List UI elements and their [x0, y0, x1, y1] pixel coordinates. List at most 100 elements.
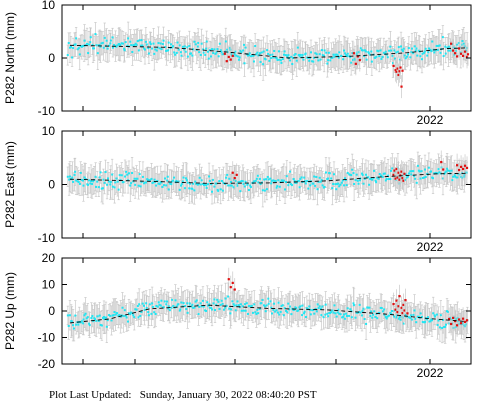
data-point: [68, 314, 71, 317]
data-point: [80, 45, 83, 48]
data-point: [157, 301, 160, 304]
data-point: [283, 50, 286, 53]
data-point: [171, 298, 174, 301]
data-point: [280, 179, 283, 182]
data-point: [186, 311, 189, 314]
data-point: [444, 45, 447, 48]
data-point: [159, 42, 162, 45]
data-point: [182, 176, 185, 179]
outlier-point: [229, 286, 232, 289]
data-point: [352, 172, 355, 175]
data-point: [126, 320, 129, 323]
data-point: [410, 318, 413, 321]
data-point: [253, 180, 256, 183]
data-point: [390, 310, 393, 313]
data-point: [208, 179, 211, 182]
data-point: [213, 298, 216, 301]
data-point: [393, 49, 396, 52]
data-point: [319, 180, 322, 183]
data-point: [405, 173, 408, 176]
outlier-point: [233, 288, 236, 291]
data-point: [323, 49, 326, 52]
data-point: [353, 182, 356, 185]
data-point: [388, 49, 391, 52]
data-point: [216, 188, 219, 191]
data-point: [361, 173, 364, 176]
data-point: [76, 48, 79, 51]
data-layer: [66, 267, 469, 344]
data-point: [249, 305, 252, 308]
data-point: [460, 43, 463, 46]
data-point: [108, 44, 111, 47]
data-point: [402, 50, 405, 53]
data-point: [167, 305, 170, 308]
data-point: [339, 313, 342, 316]
data-point: [370, 177, 373, 180]
data-point: [335, 53, 338, 56]
error-bars: [66, 151, 469, 208]
data-point: [224, 297, 227, 300]
data-point: [309, 313, 312, 316]
data-point: [388, 177, 391, 180]
data-point: [137, 184, 140, 187]
data-point: [123, 47, 126, 50]
data-point: [231, 300, 234, 303]
footer-label: Plot Last Updated:: [49, 389, 132, 401]
data-point: [344, 52, 347, 55]
data-point: [414, 177, 417, 180]
data-point: [237, 304, 240, 307]
data-point: [351, 168, 354, 171]
data-point: [328, 172, 331, 175]
data-point: [456, 317, 459, 320]
outlier-point: [398, 295, 401, 298]
data-point: [99, 45, 102, 48]
data-point: [105, 325, 108, 328]
data-point: [284, 181, 287, 184]
data-point: [346, 52, 349, 55]
data-point: [327, 51, 330, 54]
data-point: [184, 305, 187, 308]
data-point: [326, 62, 329, 65]
data-point: [102, 178, 105, 181]
outlier-point: [459, 52, 463, 55]
data-point: [382, 51, 385, 54]
data-point: [177, 303, 180, 306]
data-point: [120, 42, 123, 45]
data-point: [101, 41, 104, 44]
data-point: [374, 179, 377, 182]
data-point: [238, 56, 241, 59]
data-point: [263, 305, 266, 308]
data-point: [82, 184, 85, 187]
data-point: [74, 314, 77, 317]
data-point: [133, 177, 136, 180]
data-point: [439, 51, 442, 54]
data-point: [446, 169, 449, 172]
data-point: [410, 170, 413, 173]
data-point: [402, 322, 405, 325]
data-point: [265, 304, 268, 307]
data-point: [205, 47, 208, 50]
data-point: [119, 44, 122, 47]
data-point: [240, 51, 243, 54]
data-point: [375, 55, 378, 58]
data-point: [111, 36, 114, 39]
outlier-point: [392, 303, 395, 306]
data-point: [314, 184, 317, 187]
data-point: [409, 56, 412, 59]
data-point: [227, 295, 230, 298]
data-point: [389, 178, 392, 181]
data-point: [464, 171, 467, 174]
data-point: [380, 307, 383, 310]
data-point: [446, 310, 449, 313]
data-point: [420, 58, 423, 61]
data-point: [77, 47, 80, 50]
data-point: [192, 306, 195, 309]
outlier-point: [225, 60, 228, 63]
data-point: [403, 54, 406, 57]
data-point: [111, 185, 114, 188]
data-point: [285, 175, 288, 178]
data-point: [330, 311, 333, 314]
data-point: [380, 175, 383, 178]
data-point: [94, 175, 97, 178]
data-point: [210, 183, 213, 186]
